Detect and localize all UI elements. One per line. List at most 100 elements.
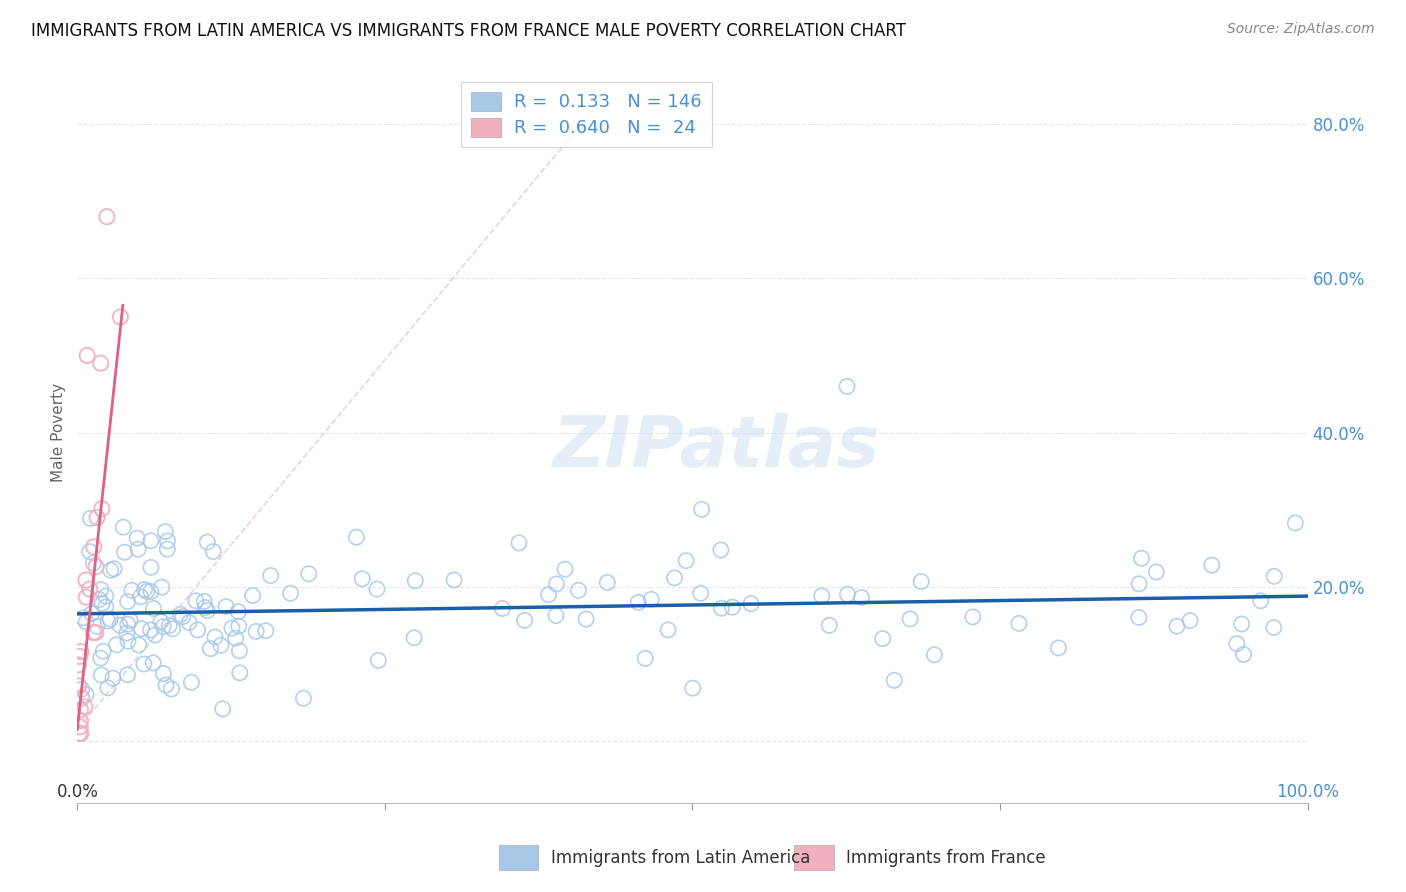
Point [292, 691, 315, 706]
Text: ZIPatlas: ZIPatlas [554, 413, 880, 482]
Point [221, 621, 243, 635]
Point [690, 502, 713, 516]
Point [184, 594, 207, 608]
Point [179, 615, 201, 630]
Text: Source: ZipAtlas.com: Source: ZipAtlas.com [1227, 22, 1375, 37]
Point [157, 618, 180, 632]
Point [242, 589, 264, 603]
Point [180, 675, 202, 690]
Point [682, 681, 704, 695]
Point [740, 597, 762, 611]
Point [117, 594, 139, 608]
Point [443, 573, 465, 587]
Point [226, 605, 249, 619]
Point [90, 356, 112, 370]
Point [567, 583, 589, 598]
Point [129, 590, 152, 604]
Point [513, 614, 536, 628]
Point [152, 666, 174, 681]
Point [139, 584, 162, 599]
Point [127, 531, 149, 545]
Point [91, 644, 114, 658]
Point [211, 702, 233, 716]
Point [82, 556, 104, 570]
Point [121, 583, 143, 598]
Point [90, 582, 112, 597]
Point [1232, 648, 1254, 662]
Point [139, 623, 162, 637]
Point [156, 542, 179, 557]
Point [367, 653, 389, 667]
Point [1178, 614, 1201, 628]
Point [149, 615, 172, 629]
Legend: R =  0.133   N = 146, R =  0.640   N =  24: R = 0.133 N = 146, R = 0.640 N = 24 [461, 82, 711, 147]
Point [837, 587, 859, 601]
Point [83, 540, 105, 554]
Point [924, 648, 946, 662]
Point [544, 608, 567, 623]
Point [101, 671, 124, 685]
Point [87, 592, 110, 607]
Point [73, 699, 96, 714]
Point [575, 612, 598, 626]
Point [209, 638, 232, 652]
Point [69, 703, 91, 717]
Point [1128, 610, 1150, 624]
Point [115, 626, 138, 640]
Point [172, 609, 194, 624]
Point [128, 638, 150, 652]
Point [155, 678, 177, 692]
Point [200, 641, 222, 656]
Point [67, 657, 90, 672]
Point [835, 379, 858, 393]
Point [90, 501, 112, 516]
Point [898, 612, 921, 626]
Point [1284, 516, 1306, 530]
Point [627, 595, 650, 609]
Point [554, 562, 576, 576]
Point [127, 542, 149, 557]
Point [1250, 593, 1272, 607]
Point [664, 571, 686, 585]
Point [910, 574, 932, 589]
Point [962, 610, 984, 624]
Point [710, 543, 733, 558]
Point [90, 668, 112, 682]
Point [69, 649, 91, 664]
Point [280, 586, 302, 600]
Point [70, 682, 93, 697]
Point [710, 601, 733, 615]
Point [156, 533, 179, 548]
Point [1008, 616, 1031, 631]
Point [76, 349, 98, 363]
Point [105, 638, 128, 652]
Text: IMMIGRANTS FROM LATIN AMERICA VS IMMIGRANTS FROM FRANCE MALE POVERTY CORRELATION: IMMIGRANTS FROM LATIN AMERICA VS IMMIGRA… [31, 22, 905, 40]
Point [352, 572, 374, 586]
Point [117, 617, 139, 632]
Point [155, 524, 177, 539]
Point [112, 520, 135, 534]
Point [79, 582, 101, 597]
Point [491, 601, 513, 615]
Point [143, 628, 166, 642]
Point [135, 584, 157, 599]
Point [70, 645, 93, 659]
Point [404, 631, 426, 645]
Point [215, 599, 238, 614]
Point [152, 620, 174, 634]
Point [596, 575, 619, 590]
Point [195, 604, 218, 618]
Point [366, 582, 388, 596]
Point [75, 615, 97, 629]
Point [1130, 551, 1153, 566]
Point [142, 601, 165, 615]
Point [86, 510, 108, 524]
Point [70, 691, 93, 706]
Point [98, 612, 121, 626]
Point [96, 210, 118, 224]
Point [1226, 637, 1249, 651]
Point [404, 574, 426, 588]
Point [1230, 617, 1253, 632]
Point [818, 618, 841, 632]
Point [810, 589, 832, 603]
